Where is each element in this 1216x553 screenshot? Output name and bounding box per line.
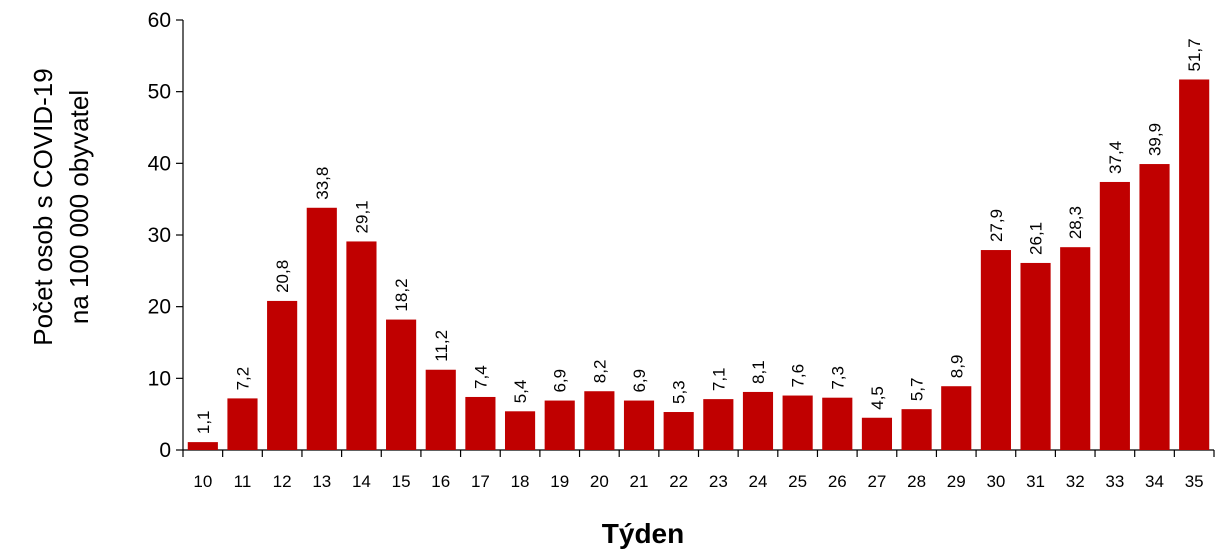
data-label: 5,4	[511, 380, 530, 404]
data-label: 5,7	[908, 378, 927, 402]
x-tick-label: 19	[550, 472, 569, 491]
bar	[941, 386, 972, 450]
data-label: 1,1	[194, 410, 213, 434]
bar	[861, 417, 893, 450]
data-label: 28,3	[1066, 206, 1085, 239]
x-tick-label: 12	[273, 472, 292, 491]
x-tick-label: 17	[471, 472, 490, 491]
data-label: 6,9	[551, 369, 570, 393]
bar	[187, 442, 218, 450]
x-tick-label: 29	[947, 472, 966, 491]
x-tick-label: 25	[788, 472, 807, 491]
bar	[1099, 181, 1130, 450]
x-tick-label: 11	[234, 472, 252, 491]
bar	[504, 411, 536, 450]
bar	[980, 250, 1011, 450]
y-tick-label: 20	[148, 296, 171, 319]
bar	[544, 400, 575, 450]
data-label: 4,5	[868, 386, 887, 410]
x-tick-label: 32	[1066, 472, 1085, 491]
bar	[267, 300, 298, 450]
x-tick-label: 16	[431, 472, 450, 491]
x-tick-label: 20	[590, 472, 609, 491]
bar	[306, 207, 337, 450]
data-label: 6,9	[630, 369, 649, 393]
bar	[1020, 262, 1051, 450]
data-label: 7,1	[709, 367, 728, 391]
bar	[822, 397, 853, 450]
x-tick-label: 24	[749, 472, 768, 491]
data-label: 33,8	[313, 167, 332, 200]
x-tick-label: 28	[907, 472, 926, 491]
x-tick-label: 22	[669, 472, 688, 491]
data-label: 8,2	[590, 360, 609, 384]
bar	[386, 319, 417, 450]
bar	[465, 396, 496, 450]
x-tick-label: 33	[1105, 472, 1124, 491]
data-label: 29,1	[352, 200, 371, 233]
data-label: 7,6	[789, 364, 808, 388]
data-label: 8,9	[947, 355, 966, 379]
y-axis-title-line-1: Počet osob s COVID-19	[28, 68, 58, 345]
bar	[901, 409, 932, 450]
bar	[782, 395, 813, 450]
data-label: 20,8	[273, 260, 292, 293]
y-tick-label: 0	[159, 439, 171, 462]
y-tick-label: 40	[148, 152, 171, 175]
x-tick-label: 31	[1026, 472, 1045, 491]
bar	[1060, 247, 1091, 450]
bar	[742, 391, 774, 450]
x-tick-label: 13	[312, 472, 331, 491]
x-tick-label: 30	[986, 472, 1005, 491]
data-label: 27,9	[987, 209, 1006, 242]
x-tick-label: 26	[828, 472, 847, 491]
data-labels: 1,1 7,2 20,8 33,8 29,1 18,2 11,2 7,4 5,4 6,9 8,2 6,…	[194, 38, 1204, 434]
x-tick-label: 27	[867, 472, 886, 491]
data-label: 7,2	[233, 367, 252, 391]
bar	[425, 369, 456, 450]
x-tick-label: 34	[1145, 472, 1164, 491]
bars	[187, 79, 1210, 451]
y-tick-label: 30	[148, 224, 171, 247]
data-label: 5,3	[670, 380, 689, 404]
y-tick-label: 10	[148, 367, 171, 390]
data-label: 37,4	[1106, 141, 1125, 174]
x-tick-label: 18	[511, 472, 530, 491]
y-axis-title-line-2: na 100 000 obyvatel	[64, 90, 94, 324]
x-tick-label: 35	[1185, 472, 1204, 491]
data-label: 7,3	[828, 366, 847, 390]
data-label: 26,1	[1027, 222, 1046, 255]
y-axis: 0 10 20 30 40 50 60	[148, 9, 184, 462]
data-label: 18,2	[392, 278, 411, 311]
bar	[663, 412, 694, 450]
bar	[227, 398, 258, 450]
x-tick-label: 10	[193, 472, 212, 491]
bar	[1179, 79, 1210, 450]
x-tick-label: 14	[352, 472, 371, 491]
bar	[346, 241, 377, 450]
y-tick-label: 60	[148, 9, 171, 32]
bar	[623, 400, 655, 450]
data-label: 11,2	[432, 330, 451, 362]
data-label: 7,4	[471, 365, 490, 389]
data-label: 39,9	[1146, 123, 1165, 156]
bar	[703, 399, 734, 450]
bar	[1139, 164, 1170, 451]
bar	[584, 391, 615, 450]
data-label: 8,1	[749, 360, 768, 384]
x-axis: 10 11 12 13 14 15 16 17 18 19 20 21 22 23 24 25 26 27 28 29…	[182, 449, 1215, 491]
data-label: 51,7	[1185, 38, 1204, 71]
y-tick-label: 50	[148, 81, 171, 104]
x-tick-label: 21	[630, 472, 649, 491]
x-tick-label: 23	[709, 472, 728, 491]
x-tick-label: 15	[392, 472, 411, 491]
x-axis-title: Týden	[602, 518, 684, 549]
